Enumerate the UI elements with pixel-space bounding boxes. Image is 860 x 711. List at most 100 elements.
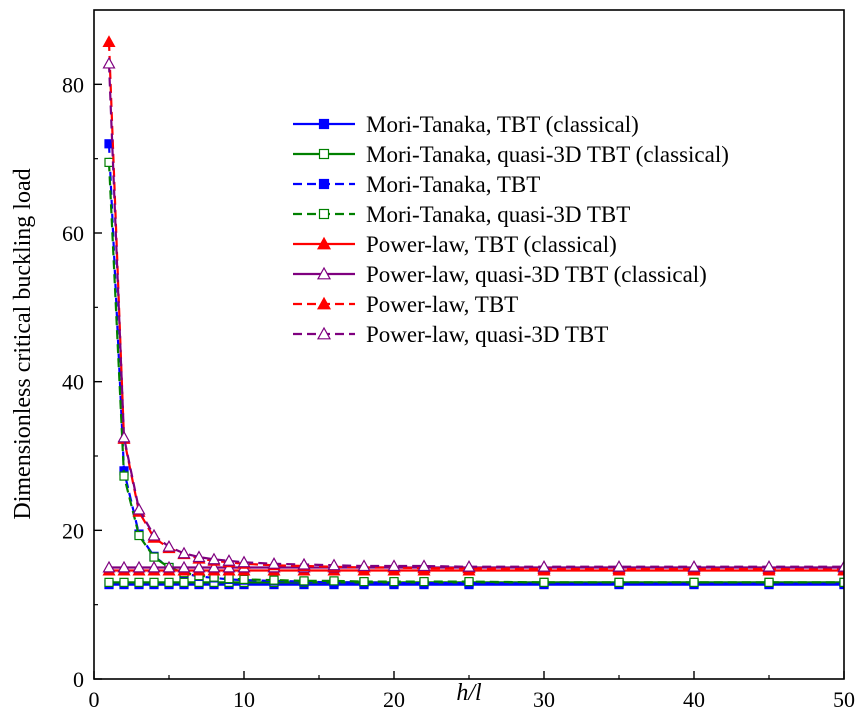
- data-point: [134, 530, 144, 541]
- data-point: [464, 577, 474, 587]
- data-point: [102, 560, 116, 573]
- data-point: [269, 575, 279, 585]
- legend: Mori-Tanaka, TBT (classical) Mori-Tanaka,…: [293, 112, 729, 347]
- y-tick-label: 20: [62, 518, 84, 543]
- data-point: [764, 577, 774, 587]
- legend-marker: [316, 266, 332, 280]
- data-point: [359, 577, 369, 587]
- data-point: [102, 35, 116, 47]
- legend-item: Power-law, quasi-3D TBT (classical): [293, 262, 707, 287]
- data-point: [119, 577, 129, 587]
- legend-label: Power-law, quasi-3D TBT (classical): [366, 262, 707, 287]
- data-point: [419, 577, 429, 587]
- data-point: [687, 560, 701, 572]
- data-point: [237, 555, 251, 568]
- data-point: [389, 577, 399, 587]
- data-point: [462, 560, 476, 572]
- legend-label: Mori-Tanaka, quasi-3D TBT: [366, 202, 630, 227]
- data-point: [117, 430, 131, 443]
- data-point: [162, 560, 176, 573]
- legend-marker: [318, 178, 330, 190]
- series-line: [107, 41, 844, 571]
- legend-item: Mori-Tanaka, TBT (classical): [293, 112, 639, 137]
- data-point: [102, 56, 116, 69]
- y-axis-title: Dimensionless critical buckling load: [10, 168, 36, 519]
- legend-item: Mori-Tanaka, quasi-3D TBT (classical): [293, 142, 729, 167]
- series-layer: [102, 35, 844, 590]
- legend-label: Mori-Tanaka, quasi-3D TBT (classical): [366, 142, 729, 167]
- legend-marker: [318, 118, 330, 130]
- data-point: [147, 528, 161, 541]
- y-tick-label: 60: [62, 221, 84, 246]
- legend-item: Mori-Tanaka, TBT: [293, 172, 540, 197]
- data-point: [329, 576, 339, 586]
- data-point: [177, 546, 191, 559]
- x-tick-label: 20: [383, 687, 405, 711]
- series-line: [107, 63, 844, 568]
- ticks-layer: 0 10 20 30 40 50 0 20 40 60 80: [62, 72, 855, 711]
- x-tick-label: 0: [89, 687, 100, 711]
- legend-item: Power-law, TBT (classical): [293, 232, 617, 257]
- data-point: [149, 552, 159, 562]
- x-tick-label: 10: [233, 687, 255, 711]
- y-tick-label: 40: [62, 370, 84, 395]
- data-point: [207, 552, 221, 565]
- data-point: [104, 157, 114, 167]
- legend-label: Mori-Tanaka, TBT (classical): [366, 112, 639, 137]
- data-point: [614, 577, 624, 587]
- legend-marker: [316, 326, 332, 340]
- y-tick-label: 80: [62, 72, 84, 97]
- data-point: [299, 576, 309, 586]
- data-point: [222, 554, 236, 566]
- data-point: [539, 577, 549, 587]
- data-point: [132, 502, 146, 515]
- data-point: [297, 557, 311, 570]
- data-point: [762, 560, 776, 572]
- data-point: [612, 560, 626, 572]
- data-point: [119, 471, 129, 481]
- x-axis-title: h/l: [456, 680, 482, 706]
- data-point: [357, 559, 371, 572]
- legend-marker: [318, 208, 330, 220]
- data-point: [192, 560, 206, 573]
- data-point: [224, 574, 234, 584]
- legend-marker: [316, 236, 332, 250]
- x-tick-label: 40: [683, 687, 705, 711]
- data-point: [387, 559, 401, 572]
- data-point: [147, 560, 161, 573]
- data-point: [839, 577, 844, 587]
- data-point: [192, 550, 206, 563]
- legend-item: Mori-Tanaka, quasi-3D TBT: [293, 202, 630, 227]
- data-point: [149, 577, 159, 587]
- series-8: [102, 56, 844, 572]
- data-point: [104, 577, 114, 587]
- legend-label: Power-law, quasi-3D TBT: [366, 322, 608, 347]
- data-point: [689, 577, 699, 587]
- data-point: [417, 559, 431, 572]
- data-point: [164, 577, 174, 587]
- data-point: [179, 577, 189, 587]
- legend-marker: [316, 296, 332, 310]
- data-point: [837, 560, 844, 572]
- y-tick-label: 0: [73, 667, 84, 692]
- data-point: [162, 539, 176, 552]
- data-point: [207, 560, 221, 573]
- legend-item: Power-law, quasi-3D TBT: [293, 322, 608, 347]
- legend-item: Power-law, TBT: [293, 292, 518, 317]
- x-tick-label: 30: [533, 687, 555, 711]
- data-point: [132, 560, 146, 573]
- data-point: [537, 560, 551, 572]
- x-tick-label: 50: [833, 687, 855, 711]
- legend-label: Power-law, TBT (classical): [366, 232, 617, 257]
- legend-marker: [318, 148, 330, 160]
- series-line: [107, 162, 844, 584]
- legend-label: Power-law, TBT: [366, 292, 518, 317]
- data-point: [117, 560, 131, 573]
- data-point: [267, 557, 281, 569]
- legend-label: Mori-Tanaka, TBT: [366, 172, 540, 197]
- data-point: [134, 577, 144, 587]
- data-point: [239, 574, 249, 584]
- data-point: [327, 558, 341, 571]
- data-point: [177, 560, 191, 573]
